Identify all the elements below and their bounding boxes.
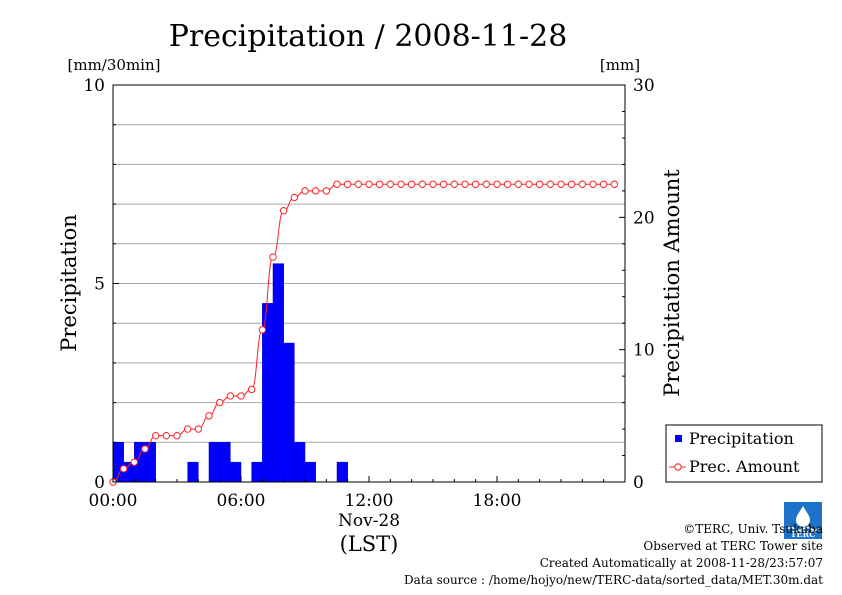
amount-point — [535, 180, 544, 188]
amount-point — [119, 465, 128, 473]
amount-point — [162, 431, 171, 440]
amount-point — [258, 326, 267, 334]
footer-created: Created Automatically at 2008-11-28/23:5… — [540, 556, 823, 570]
amount-point — [205, 412, 213, 420]
y2-tick-label: 30 — [633, 76, 655, 96]
precipitation-bars — [112, 263, 348, 483]
amount-point — [386, 180, 395, 188]
legend: Precipitation Prec. Amount — [665, 424, 823, 483]
precipitation-bar — [230, 461, 242, 483]
precipitation-bar — [283, 342, 295, 483]
amount-point — [151, 431, 160, 440]
footer-site: Observed at TERC Tower site — [643, 539, 823, 553]
amount-point — [333, 180, 341, 188]
amount-point — [610, 180, 619, 188]
precipitation-bar — [219, 442, 231, 483]
amount-point — [525, 180, 533, 188]
precipitation-bar — [208, 442, 220, 483]
amount-point — [279, 207, 288, 215]
amount-point — [247, 385, 256, 394]
grid-lines — [113, 124, 625, 443]
amount-series-line — [112, 183, 615, 483]
amount-point — [567, 180, 576, 188]
amount-point — [343, 180, 352, 188]
amount-point — [407, 180, 416, 188]
amount-point — [375, 180, 384, 188]
precipitation-bar — [187, 461, 199, 483]
precipitation-bar — [251, 461, 263, 483]
right-axis-unit: [mm] — [600, 56, 640, 74]
x-tick-label: 06:00 — [217, 491, 266, 511]
amount-point — [493, 180, 501, 188]
amount-point — [589, 180, 597, 188]
amount-point — [429, 180, 437, 188]
precipitation-bar — [336, 461, 348, 483]
right-y-ticks: 0 10 20 30 — [619, 76, 655, 493]
amount-point — [514, 180, 523, 188]
amount-line — [109, 180, 619, 486]
amount-point — [311, 187, 320, 195]
left-y-ticks: 0 5 10 — [83, 76, 119, 493]
precipitation-bar — [304, 461, 316, 483]
x-tick-label: 00:00 — [89, 491, 138, 511]
footer-copyright: ©TERC, Univ. Tsukuba — [683, 522, 823, 536]
x-tick-label: 12:00 — [345, 491, 394, 511]
terc-logo-wave-icon — [786, 526, 820, 532]
amount-point — [269, 253, 277, 261]
legend-bar-swatch — [675, 435, 682, 442]
amount-point — [450, 180, 459, 188]
left-axis-unit: [mm/30min] — [68, 56, 161, 74]
y2-tick-label: 20 — [633, 208, 655, 228]
y2-tick-label: 10 — [633, 341, 655, 361]
y-tick-label: 10 — [83, 76, 105, 96]
amount-point — [130, 458, 139, 466]
amount-point — [173, 431, 181, 440]
precipitation-bar — [294, 442, 306, 483]
precipitation-bar — [272, 263, 284, 483]
terc-logo: TERC — [784, 502, 822, 539]
amount-point — [365, 180, 373, 188]
amount-point — [503, 180, 512, 188]
amount-point — [546, 180, 555, 188]
y-tick-label: 0 — [94, 473, 105, 493]
amount-point — [471, 180, 480, 188]
amount-point — [194, 425, 203, 433]
x-unit-label: (LST) — [340, 532, 399, 556]
amount-point — [557, 180, 565, 188]
amount-point — [439, 180, 448, 188]
legend-label-precipitation: Precipitation — [689, 429, 794, 448]
amount-point — [354, 180, 363, 188]
amount-point — [418, 180, 427, 188]
amount-point — [599, 180, 608, 188]
legend-line-marker — [674, 463, 682, 471]
amount-point — [322, 187, 331, 195]
y-tick-label: 5 — [94, 275, 105, 295]
amount-point — [461, 180, 469, 188]
amount-point — [397, 180, 405, 188]
amount-point — [237, 392, 245, 400]
legend-box — [665, 424, 823, 483]
amount-point — [183, 425, 192, 433]
y2-axis-title: Precipitation Amount — [660, 169, 684, 397]
y2-tick-label: 0 — [633, 473, 644, 493]
x-tick-label: 18:00 — [473, 491, 522, 511]
amount-point — [226, 392, 235, 400]
amount-point — [578, 180, 587, 188]
terc-logo-text: TERC — [790, 529, 815, 539]
amount-point — [141, 445, 149, 453]
x-date-label: Nov-28 — [338, 511, 400, 531]
amount-point — [301, 187, 309, 195]
amount-point — [482, 180, 491, 188]
amount-point — [290, 193, 299, 202]
footer-source: Data source : /home/hojyo/new/TERC-data/… — [404, 573, 823, 587]
legend-label-amount: Prec. Amount — [689, 457, 800, 476]
x-ticks: 00:00 06:00 12:00 18:00 — [89, 476, 605, 511]
chart-title: Precipitation / 2008-11-28 — [169, 19, 568, 54]
amount-point — [215, 398, 224, 407]
y-axis-title: Precipitation — [57, 214, 81, 352]
terc-logo-drop-icon — [796, 506, 810, 527]
